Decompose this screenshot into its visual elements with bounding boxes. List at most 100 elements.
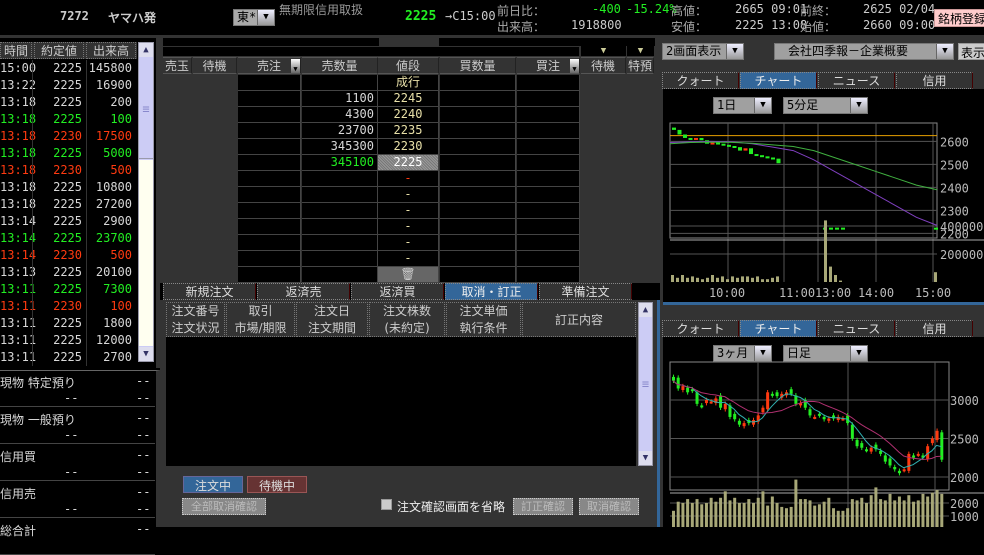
- order-tab[interactable]: 返済売: [257, 283, 350, 300]
- price-cell[interactable]: 2225: [378, 155, 439, 171]
- sell-qty-cell: [302, 251, 378, 267]
- filter-special-icon[interactable]: ▼: [627, 46, 654, 56]
- order-cell[interactable]: [238, 107, 301, 123]
- price-cell[interactable]: -: [378, 187, 439, 203]
- trade-col-header[interactable]: 出来高: [86, 42, 136, 59]
- intraday-interval-select[interactable]: 5分足 ▼: [783, 97, 868, 114]
- order-cell[interactable]: [440, 139, 516, 155]
- cancel-confirm-button[interactable]: 取消確認: [579, 498, 639, 515]
- order-tab[interactable]: 取消・訂正: [445, 283, 538, 300]
- scroll-down-icon[interactable]: ▼: [139, 347, 153, 361]
- order-cell[interactable]: [238, 187, 301, 203]
- sort-dropdown-icon[interactable]: ▼: [291, 59, 300, 73]
- chart-tab[interactable]: クォート: [662, 320, 739, 337]
- order-cell[interactable]: [238, 171, 301, 187]
- order-cell[interactable]: [517, 155, 580, 171]
- order-cell[interactable]: [517, 251, 580, 267]
- order-cell[interactable]: [440, 251, 516, 267]
- cancel-all-confirm-button[interactable]: 全部取消確認: [182, 498, 266, 515]
- order-cell[interactable]: [517, 171, 580, 187]
- order-cell[interactable]: [517, 107, 580, 123]
- daily-period-select[interactable]: 3ヶ月 ▼: [713, 345, 772, 362]
- chart-tab[interactable]: 信用: [896, 320, 973, 337]
- order-cell[interactable]: [238, 235, 301, 251]
- price-cell[interactable]: -: [378, 251, 439, 267]
- modify-confirm-button[interactable]: 訂正確認: [513, 498, 573, 515]
- register-stock-button[interactable]: 銘柄登録: [934, 9, 984, 27]
- order-cell[interactable]: [440, 171, 516, 187]
- layout-select[interactable]: 2画面表示 ▼: [662, 43, 744, 60]
- header-line: 取引: [248, 304, 273, 318]
- chart-tab[interactable]: 信用: [896, 72, 973, 89]
- order-cell[interactable]: [440, 187, 516, 203]
- order-cell[interactable]: [440, 203, 516, 219]
- price-cell[interactable]: 2230: [378, 139, 439, 155]
- filter-active-orders-button[interactable]: 注文中: [183, 476, 243, 493]
- order-cell[interactable]: [517, 139, 580, 155]
- chart-tab[interactable]: ニュース: [818, 320, 895, 337]
- price-cell[interactable]: -: [378, 219, 439, 235]
- trade-list-scrollbar[interactable]: ▲ ≡ ▼: [138, 42, 154, 362]
- show-button[interactable]: 表示: [958, 43, 984, 60]
- chart-tab[interactable]: チャート: [740, 72, 817, 89]
- order-cell[interactable]: [517, 75, 580, 91]
- price-cell[interactable]: 2235: [378, 123, 439, 139]
- order-cell[interactable]: [440, 75, 516, 91]
- order-cell[interactable]: [517, 123, 580, 139]
- order-tab[interactable]: 新規注文: [163, 283, 256, 300]
- price-cell[interactable]: -: [378, 203, 439, 219]
- price-cell[interactable]: -: [378, 235, 439, 251]
- candle: [704, 400, 708, 404]
- filter-wait-icon[interactable]: ▼: [581, 46, 626, 56]
- filter-waiting-orders-button[interactable]: 待機中: [247, 476, 307, 493]
- order-cell[interactable]: [440, 219, 516, 235]
- order-cell[interactable]: [517, 219, 580, 235]
- order-cell[interactable]: [238, 123, 301, 139]
- chart-tab[interactable]: クォート: [662, 72, 739, 89]
- order-tab[interactable]: 準備注文: [539, 283, 632, 300]
- order-cell[interactable]: [440, 235, 516, 251]
- column-divider: [86, 145, 87, 162]
- order-cell[interactable]: [238, 251, 301, 267]
- trade-row: 13:18 2225 200: [0, 94, 136, 111]
- order-scrollbar[interactable]: ▲ ≡ ▼: [638, 302, 653, 466]
- scroll-up-icon[interactable]: ▲: [139, 43, 153, 57]
- order-cell[interactable]: [517, 187, 580, 203]
- trade-col-header[interactable]: 時間: [0, 42, 32, 59]
- order-cell[interactable]: [440, 91, 516, 107]
- order-cell[interactable]: [440, 107, 516, 123]
- info-select[interactable]: 会社四季報－企業概要 ▼: [774, 43, 954, 60]
- price-cell[interactable]: 成行: [378, 75, 439, 91]
- order-cell[interactable]: [238, 91, 301, 107]
- order-cell[interactable]: [238, 139, 301, 155]
- order-cell[interactable]: [517, 203, 580, 219]
- sort-dropdown-icon[interactable]: ▼: [570, 59, 579, 73]
- order-cell[interactable]: [238, 75, 301, 91]
- price-cell[interactable]: 2245: [378, 91, 439, 107]
- scroll-down-icon[interactable]: ▼: [639, 451, 652, 465]
- price-cell[interactable]: 2240: [378, 107, 439, 123]
- order-cell[interactable]: [517, 235, 580, 251]
- order-cell[interactable]: [440, 123, 516, 139]
- delete-orders-button[interactable]: 🗑: [378, 267, 439, 283]
- trade-col-header[interactable]: 約定値: [34, 42, 84, 59]
- order-cell[interactable]: [517, 91, 580, 107]
- price-cell[interactable]: -: [378, 171, 439, 187]
- holding-label: 現物 一般預り: [0, 413, 76, 427]
- skip-confirm-checkbox[interactable]: [381, 499, 392, 510]
- order-cell[interactable]: [238, 203, 301, 219]
- order-cell[interactable]: [440, 155, 516, 171]
- market-select[interactable]: 東* ▼: [233, 9, 275, 26]
- intraday-period-select[interactable]: 1日 ▼: [713, 97, 772, 114]
- scroll-thumb[interactable]: ≡: [139, 59, 153, 159]
- order-cell[interactable]: [238, 155, 301, 171]
- order-tab[interactable]: 返済買: [351, 283, 444, 300]
- order-cell[interactable]: [238, 219, 301, 235]
- scroll-track[interactable]: [139, 160, 153, 346]
- scroll-thumb[interactable]: ≡: [641, 377, 650, 391]
- scroll-up-icon[interactable]: ▲: [639, 303, 652, 317]
- chart-tab[interactable]: チャート: [740, 320, 817, 337]
- chart-tab[interactable]: ニュース: [818, 72, 895, 89]
